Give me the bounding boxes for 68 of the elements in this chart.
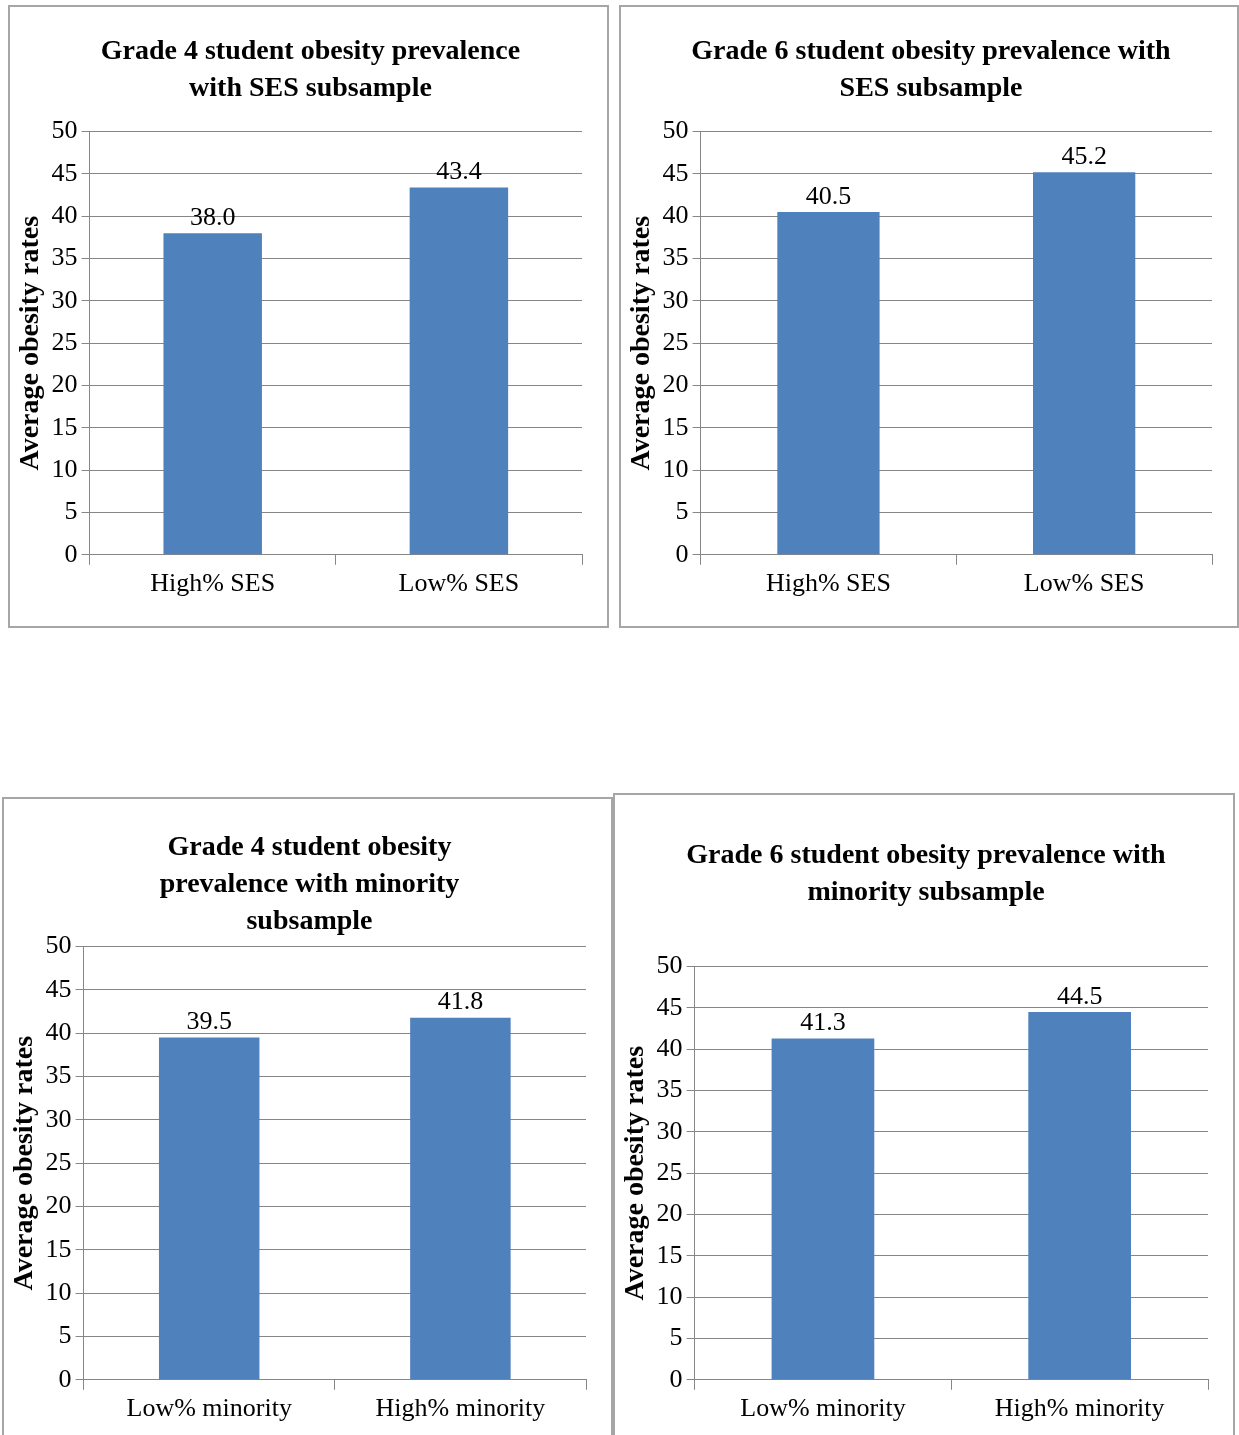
y-tick-label: 45 <box>662 157 689 187</box>
y-tick-label: 50 <box>51 115 78 145</box>
y-tick-label: 10 <box>45 1276 72 1306</box>
y-tick-label: 30 <box>51 284 78 314</box>
y-tick-label: 15 <box>45 1233 72 1263</box>
y-axis-title: Average obesity rates <box>618 1045 650 1301</box>
y-tick-label: 0 <box>58 1363 72 1393</box>
x-tick-label: High% SES <box>765 568 891 598</box>
y-axis-title: Average obesity rates <box>13 215 45 471</box>
y-tick-label: 45 <box>656 991 683 1021</box>
y-tick-label: 25 <box>51 327 78 357</box>
data-label: 38.0 <box>189 202 236 231</box>
y-tick-label: 45 <box>51 157 78 187</box>
y-tick-label: 25 <box>656 1157 683 1187</box>
y-tick-label: 30 <box>656 1115 683 1145</box>
y-tick-label: 10 <box>656 1280 683 1310</box>
y-tick-label: 20 <box>45 1190 72 1220</box>
y-tick-label: 5 <box>669 1322 683 1352</box>
y-tick-label: 30 <box>45 1103 72 1133</box>
y-tick-label: 5 <box>64 496 78 526</box>
y-tick-label: 5 <box>675 496 689 526</box>
y-tick-label: 40 <box>45 1017 72 1047</box>
y-tick-label: 50 <box>45 930 72 960</box>
y-tick-label: 20 <box>51 369 78 399</box>
y-tick-label: 40 <box>662 200 689 230</box>
y-tick-label: 35 <box>656 1074 683 1104</box>
y-tick-label: 25 <box>662 327 689 357</box>
chart-title: Grade 6 student obesity prevalence with minority subsample <box>685 837 1167 908</box>
data-label: 43.4 <box>436 156 482 186</box>
y-tick-label: 20 <box>656 1198 683 1228</box>
y-tick-label: 15 <box>662 411 689 441</box>
y-tick-label: 30 <box>662 284 689 314</box>
y-tick-label: 35 <box>662 242 689 272</box>
x-tick-label: Low% minority <box>126 1393 292 1423</box>
x-tick-label: Low% SES <box>1023 568 1145 598</box>
y-tick-label: 50 <box>656 950 683 980</box>
y-tick-label: 40 <box>51 200 78 230</box>
y-tick-label: 35 <box>51 242 78 272</box>
chart-title: Grade 4 student obesity prevalence with SES subsample <box>99 33 522 104</box>
y-tick-label: 25 <box>45 1147 72 1177</box>
y-tick-label: 0 <box>675 538 689 568</box>
y-tick-label: 50 <box>662 115 689 145</box>
x-tick-label: Low% minority <box>740 1393 906 1423</box>
data-label: 39.5 <box>186 1006 232 1036</box>
data-label: 41.3 <box>800 1007 846 1037</box>
x-tick-label: High% SES <box>150 568 276 598</box>
x-tick-label: High% minority <box>375 1393 546 1423</box>
y-tick-label: 15 <box>656 1239 683 1269</box>
y-tick-label: 0 <box>64 538 78 568</box>
data-label: 41.8 <box>437 986 484 1016</box>
y-tick-label: 10 <box>51 453 78 483</box>
y-tick-label: 40 <box>656 1033 683 1063</box>
chart-title: Grade 4 student obesity prevalence with minority subsample <box>158 829 461 937</box>
data-label: 44.5 <box>1056 980 1103 1010</box>
data-label: 40.5 <box>805 180 852 210</box>
x-tick-label: Low% SES <box>398 568 520 598</box>
y-axis-title: Average obesity rates <box>7 1035 39 1291</box>
y-tick-label: 15 <box>51 411 78 441</box>
y-tick-label: 5 <box>58 1320 72 1350</box>
y-tick-label: 45 <box>45 973 72 1003</box>
chart-title: Grade 6 student obesity prevalence with SES subsample <box>690 33 1172 104</box>
y-tick-label: 35 <box>45 1060 72 1090</box>
y-tick-label: 0 <box>669 1363 683 1393</box>
y-tick-label: 20 <box>662 369 689 399</box>
y-axis-title: Average obesity rates <box>624 215 656 471</box>
y-tick-label: 10 <box>662 453 689 483</box>
data-label: 45.2 <box>1061 141 1107 171</box>
x-tick-label: High% minority <box>994 1393 1165 1423</box>
